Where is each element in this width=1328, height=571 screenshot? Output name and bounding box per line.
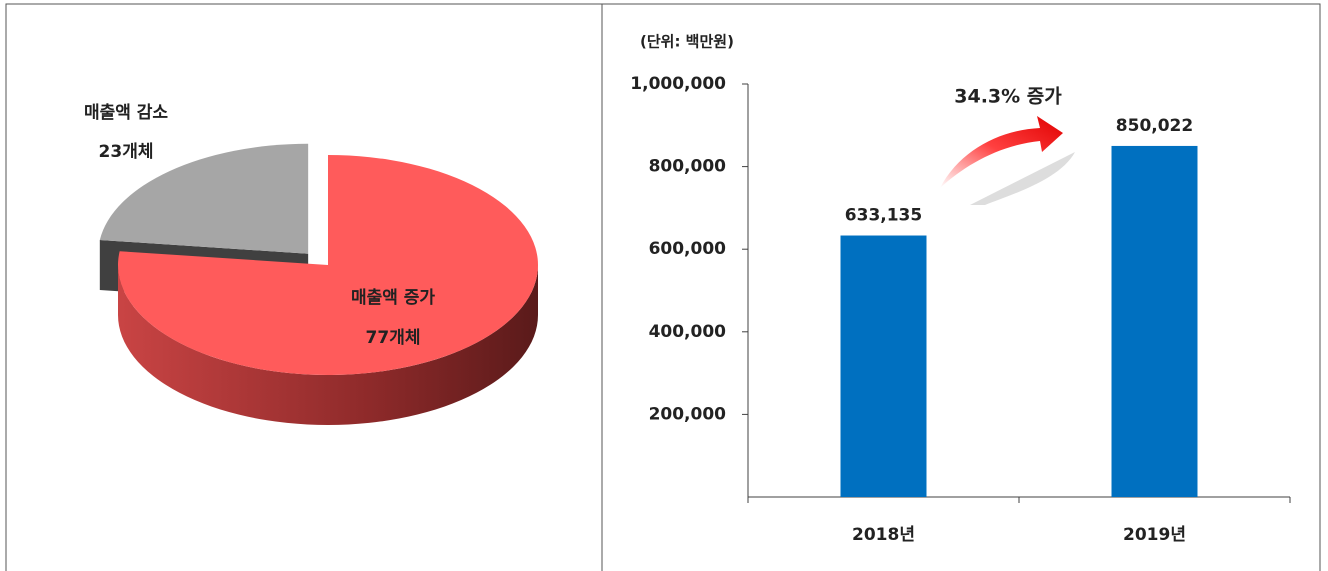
- slice-value-label: 23개체: [99, 142, 154, 162]
- unit-label: (단위: 백만원): [640, 33, 734, 51]
- annotation: 34.3% 증가: [954, 86, 1062, 108]
- slice-value-label: 77개체: [366, 328, 421, 348]
- y-tick-label: 400,000: [649, 322, 727, 342]
- pie-slice: [118, 155, 539, 376]
- y-tick-label: 200,000: [649, 404, 727, 424]
- slice-label: 매출액 감소: [84, 103, 168, 123]
- x-tick-label: 2019년: [1123, 525, 1186, 545]
- value-label: 633,135: [845, 206, 922, 226]
- bar: [1111, 145, 1198, 497]
- slice-label: 매출액 증가: [351, 288, 435, 308]
- value-label: 850,022: [1116, 116, 1193, 136]
- arrow-shadow: [970, 152, 1075, 205]
- x-tick-label: 2018년: [852, 525, 915, 545]
- bar: [840, 235, 927, 497]
- y-tick-label: 1,000,000: [630, 74, 726, 94]
- right-panel: [601, 3, 1321, 571]
- y-tick-label: 600,000: [649, 239, 727, 259]
- slice-side: [118, 265, 538, 425]
- pie-slice: [99, 143, 309, 254]
- increase-arrow: [940, 116, 1063, 188]
- y-tick-label: 800,000: [649, 157, 727, 177]
